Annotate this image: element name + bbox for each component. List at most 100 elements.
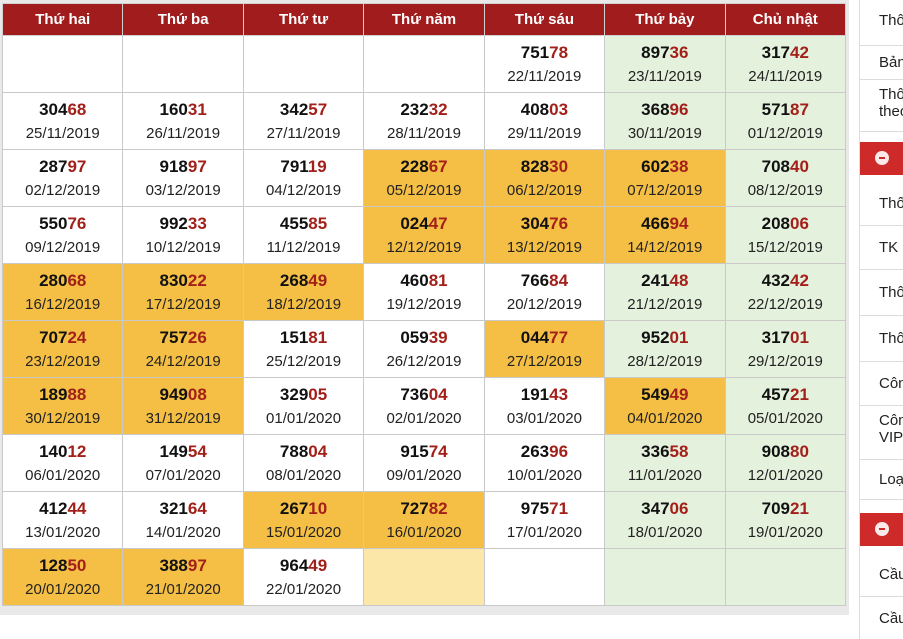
result-number-tail: 49: [669, 384, 689, 404]
sidebar-menu-item[interactable]: Bản: [860, 46, 903, 80]
result-date: 23/11/2019: [627, 67, 702, 85]
result-number-tail: 58: [669, 441, 689, 461]
result-number-tail: 44: [67, 498, 87, 518]
result-number-tail: 87: [789, 99, 809, 119]
sidebar-menu-item[interactable]: Thố: [860, 182, 903, 226]
result-number-head: 241: [641, 270, 670, 290]
result-number: 45585: [244, 214, 363, 234]
calendar-day-cell: 91897 03/12/2019: [122, 149, 244, 207]
calendar-week-row: 30468 25/11/2019 16031 26/11/2019 34257 27/11…: [1, 92, 847, 150]
sidebar-menu-item[interactable]: CônVIP: [860, 406, 903, 460]
result-number-head: 550: [39, 213, 68, 233]
result-number-tail: 88: [67, 384, 87, 404]
calendar-day-cell: 31701 29/12/2019: [724, 320, 847, 378]
result-number: 70921: [726, 499, 845, 519]
result-number-tail: 78: [549, 42, 569, 62]
result-date: 25/11/2019: [25, 124, 100, 142]
calendar-day-cell: 54949 04/01/2020: [604, 377, 726, 435]
sidebar-menu-item[interactable]: Thô: [860, 270, 903, 316]
result-number-tail: 77: [549, 327, 569, 347]
result-number-tail: 21: [789, 384, 809, 404]
result-date: 05/01/2020: [747, 409, 823, 427]
result-number: 82830: [485, 157, 604, 177]
result-date: 21/01/2020: [145, 580, 221, 598]
result-number-head: 388: [159, 555, 188, 575]
calendar-day-cell: 28797 02/12/2019: [1, 149, 124, 207]
calendar-day-cell: 26396 10/01/2020: [483, 434, 606, 492]
sidebar-menu-item[interactable]: Cầu: [860, 553, 903, 597]
sidebar-menu-label: VIP: [879, 429, 903, 446]
result-number-head: 228: [400, 156, 429, 176]
calendar-day-cell: 24148 21/12/2019: [604, 263, 726, 321]
result-number-tail: 04: [428, 384, 448, 404]
result-number: 75726: [123, 328, 242, 348]
sidebar-menu-item[interactable]: Thô: [860, 0, 903, 46]
sidebar-menu-label: Thô: [879, 284, 903, 301]
result-number: 26710: [244, 499, 363, 519]
result-number-head: 287: [39, 156, 68, 176]
calendar-day-cell: [363, 35, 485, 93]
result-date: 02/01/2020: [386, 409, 462, 427]
result-number-head: 128: [39, 555, 68, 575]
result-number-head: 160: [159, 99, 188, 119]
calendar-day-cell: 82830 06/12/2019: [483, 149, 606, 207]
calendar-table: Thứ hai Thứ ba Thứ tư Thứ năm Thứ sáu Thứ bảy…: [1, 3, 847, 606]
result-date: 15/12/2019: [747, 238, 823, 256]
weekday-header: Chủ nhật: [724, 3, 847, 36]
sidebar-menu-item[interactable]: Côn: [860, 362, 903, 406]
result-number-tail: 06: [789, 213, 809, 233]
sidebar-menu-item[interactable]: Thôtheo: [860, 80, 903, 132]
calendar-day-cell: 70724 23/12/2019: [1, 320, 124, 378]
result-number-head: 191: [520, 384, 550, 404]
results-calendar: Thứ hai Thứ ba Thứ tư Thứ năm Thứ sáu Thứ bảy…: [0, 0, 849, 615]
sidebar-menu-item[interactable]: Loạ: [860, 460, 903, 500]
result-number: 95201: [605, 328, 724, 348]
result-date: 20/01/2020: [25, 580, 101, 598]
result-date: 03/01/2020: [506, 409, 582, 427]
calendar-day-cell: 14954 07/01/2020: [122, 434, 244, 492]
result-number-head: 317: [761, 327, 790, 347]
result-number-head: 347: [641, 498, 670, 518]
result-number: 31742: [726, 43, 845, 63]
result-number-tail: 10: [308, 498, 328, 518]
sidebar-menu-item[interactable]: Cầu: [860, 597, 903, 639]
result-number: 26849: [244, 271, 363, 291]
result-number: 30468: [3, 100, 122, 120]
result-number: 41244: [3, 499, 122, 519]
result-number: 14012: [3, 442, 122, 462]
result-number-tail: 42: [789, 42, 809, 62]
calendar-day-cell: 12850 20/01/2020: [1, 548, 124, 606]
result-number: 04477: [485, 328, 604, 348]
result-date: 24/11/2019: [748, 67, 823, 85]
sidebar-menu-label: theo: [879, 103, 903, 120]
result-date: 21/12/2019: [627, 295, 703, 313]
result-number-head: 952: [641, 327, 670, 347]
calendar-day-cell: 28068 16/12/2019: [1, 263, 124, 321]
result-date: 31/12/2019: [145, 409, 221, 427]
result-number-tail: 48: [669, 270, 689, 290]
result-number: 22867: [364, 157, 483, 177]
result-date: 02/12/2019: [25, 181, 101, 199]
result-date: 20/12/2019: [506, 295, 582, 313]
result-number: 75178: [485, 43, 604, 63]
calendar-week-row: 12850 20/01/2020 38897 21/01/2020 96449 22/01…: [1, 548, 847, 606]
result-number: 34706: [605, 499, 724, 519]
result-number: 91574: [364, 442, 483, 462]
sidebar-menu-item[interactable]: Thô: [860, 316, 903, 362]
result-number-tail: 43: [549, 384, 569, 404]
calendar-week-row: 55076 09/12/2019 99233 10/12/2019 45585 11/12…: [1, 206, 847, 264]
result-number-tail: 96: [549, 441, 569, 461]
result-number-head: 830: [159, 270, 188, 290]
result-number: 36896: [605, 100, 724, 120]
calendar-week-row: 18988 30/12/2019 94908 31/12/2019 32905 01/01…: [1, 377, 847, 435]
result-number-tail: 31: [187, 99, 207, 119]
result-date: 09/12/2019: [25, 238, 101, 256]
result-number: 30476: [485, 214, 604, 234]
sidebar-menu-label: Cầu: [879, 566, 903, 583]
result-number-head: 602: [641, 156, 670, 176]
sidebar-menu-item[interactable]: TK: [860, 226, 903, 270]
result-number-tail: 36: [669, 42, 689, 62]
result-number-tail: 12: [67, 441, 87, 461]
result-number: 96449: [244, 556, 363, 576]
result-number: 89736: [605, 43, 724, 63]
